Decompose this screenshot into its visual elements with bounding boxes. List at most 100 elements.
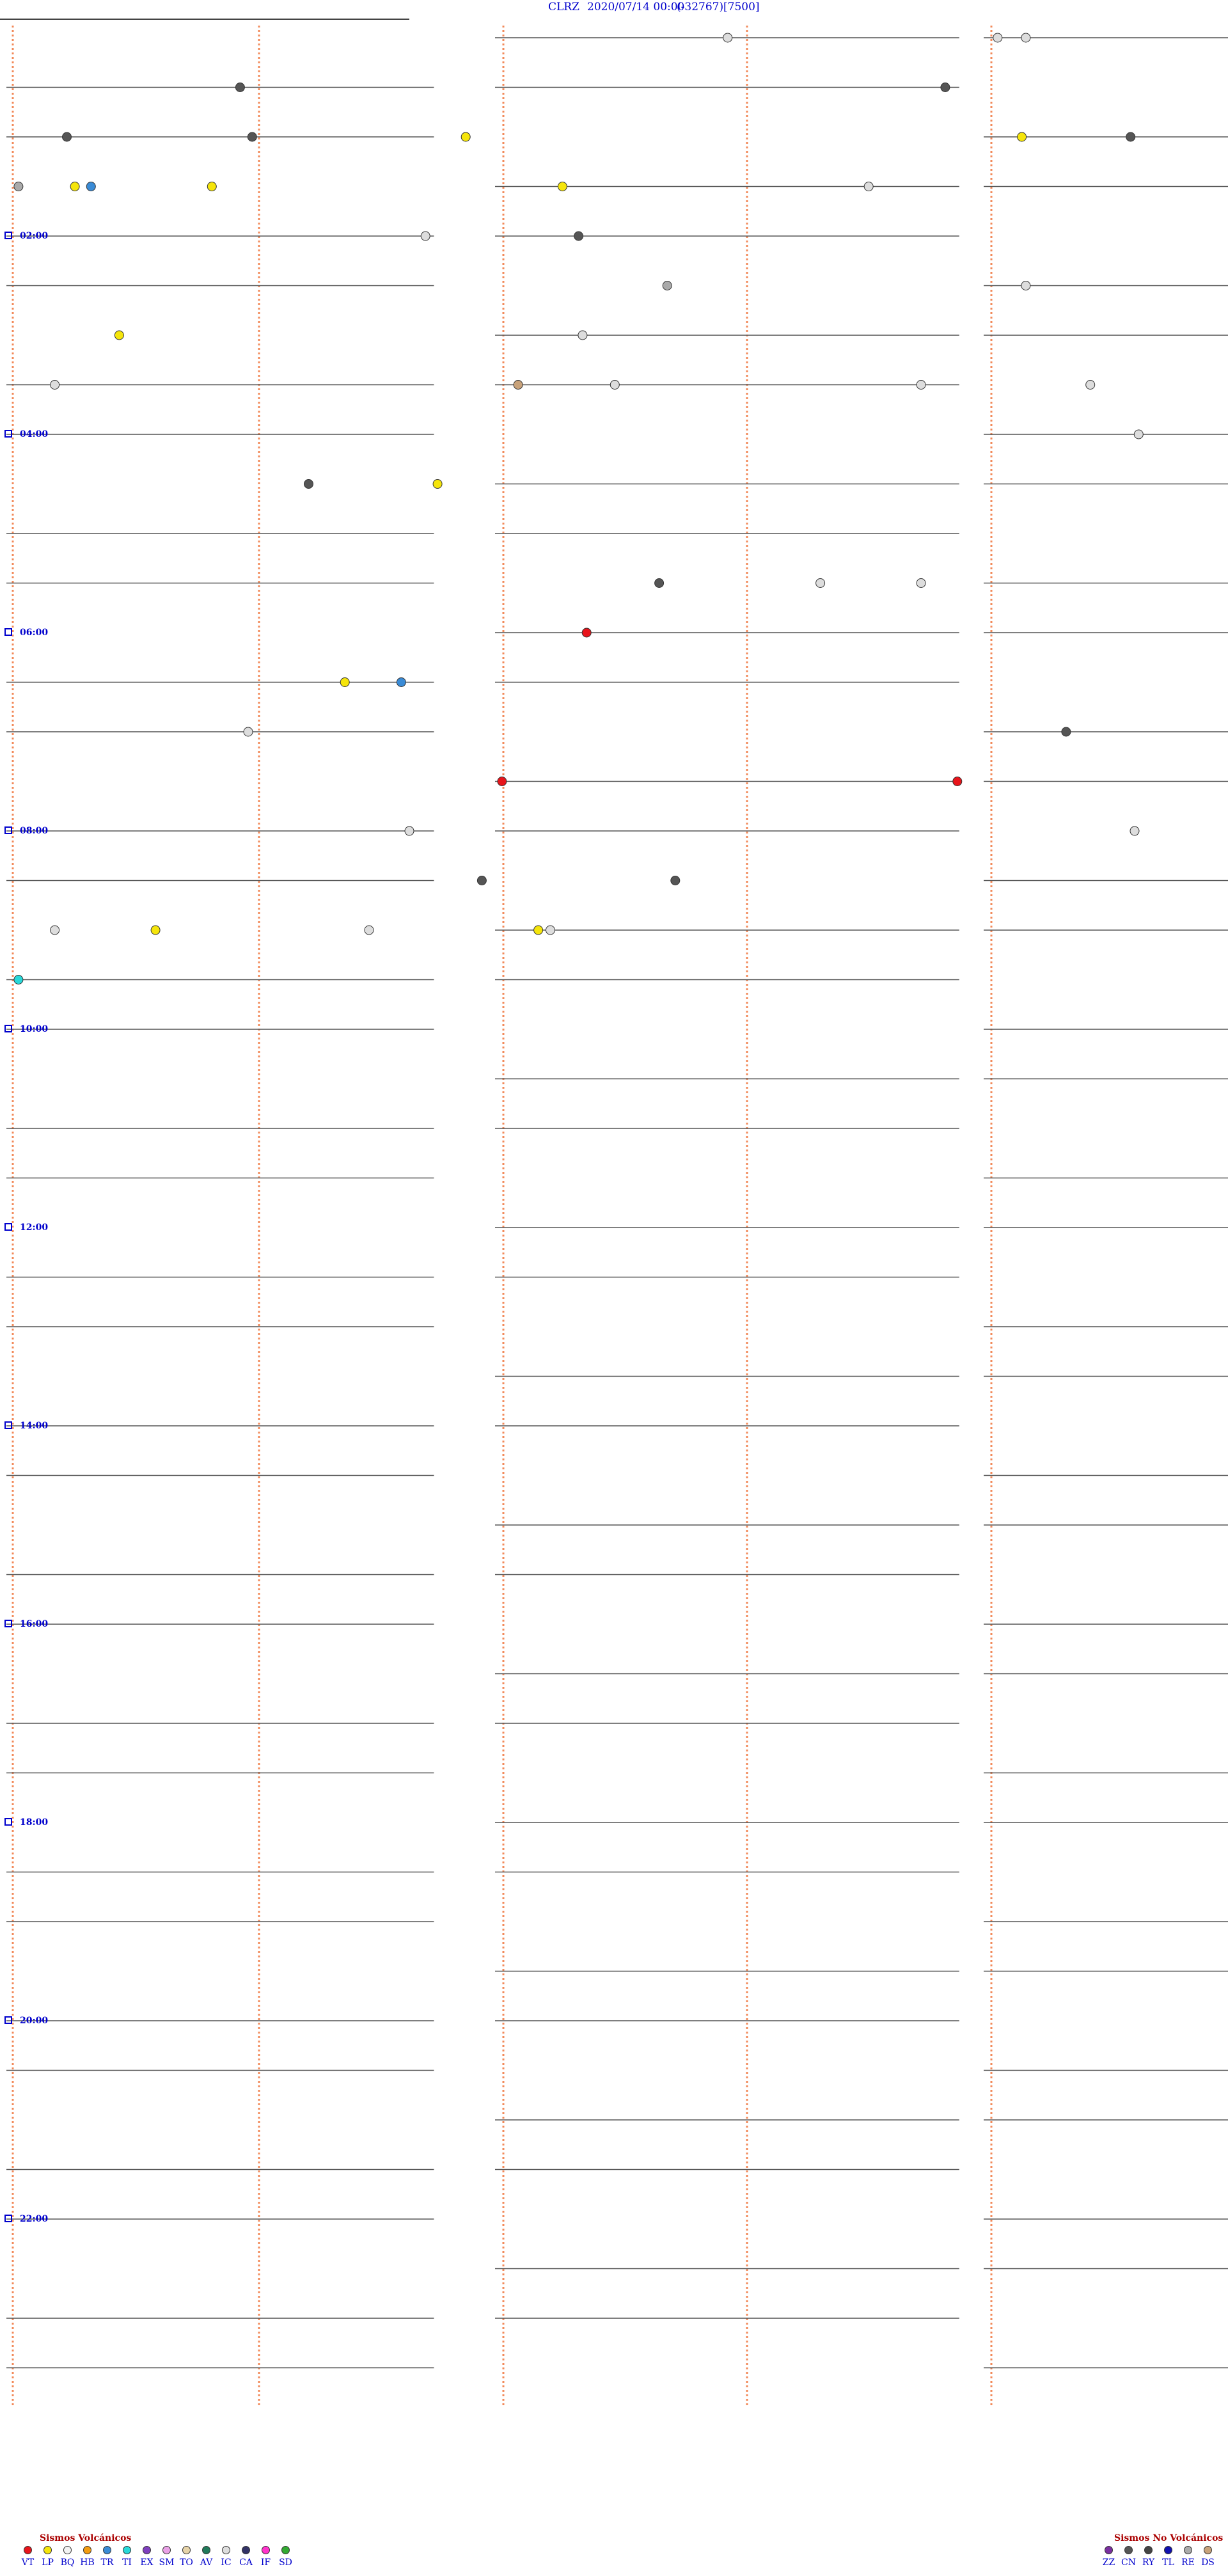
legend-dot: [1184, 2546, 1192, 2554]
legend-item-tr: TR: [97, 2546, 117, 2569]
event-ic: [50, 380, 60, 390]
event-lp: [533, 925, 544, 935]
event-ti: [13, 975, 24, 984]
legend-dot: [162, 2546, 171, 2554]
legend-item-vt: VT: [18, 2546, 38, 2569]
hour-bracket: [4, 2215, 12, 2222]
event-cn: [1061, 727, 1071, 737]
event-ic: [50, 925, 60, 935]
legend-code: TR: [100, 2557, 114, 2568]
hour-bracket: [4, 1223, 12, 1231]
legend-item-sd: SD: [276, 2546, 295, 2569]
legend-code: HB: [80, 2557, 95, 2568]
legend-item-ds: DS: [1198, 2546, 1218, 2569]
legend-dot: [1124, 2546, 1133, 2554]
legend-item-ti: TI: [117, 2546, 137, 2569]
event-ic: [1130, 826, 1140, 836]
hour-bracket: [4, 2016, 12, 2024]
legend-code: BQ: [60, 2557, 75, 2568]
legend-dot: [1105, 2546, 1113, 2554]
event-vt: [497, 777, 507, 786]
event-ic: [916, 380, 926, 390]
event-lp: [70, 182, 80, 191]
legend-item-re: RE: [1178, 2546, 1198, 2569]
event-ic: [993, 33, 1003, 43]
event-ic: [578, 330, 588, 340]
legend-dot: [222, 2546, 230, 2554]
event-cn: [304, 479, 313, 489]
event-ic: [916, 578, 926, 588]
time-label: 16:00: [20, 1619, 48, 1629]
event-vt: [581, 628, 592, 638]
time-label: 22:00: [20, 2214, 48, 2224]
legend-nonvolcanic: ZZ CN RY TL RE DS: [1099, 2546, 1218, 2569]
hour-bracket: [4, 1421, 12, 1429]
hour-bracket: [4, 1620, 12, 1627]
legend-item-ex: EX: [137, 2546, 157, 2569]
header-datetime: 2020/07/14 00:00: [587, 1, 685, 13]
event-ds: [513, 380, 523, 390]
header-scale: [7500]: [723, 1, 760, 13]
event-ic: [404, 826, 414, 836]
event-re: [662, 281, 672, 290]
minute-markers: [12, 26, 993, 2405]
legend-dot: [281, 2546, 290, 2554]
event-ic: [723, 33, 733, 43]
event-lp: [557, 182, 567, 191]
legend-code: CA: [239, 2557, 253, 2568]
time-label: 14:00: [20, 1421, 48, 1431]
legend-dot: [262, 2546, 270, 2554]
legend-dot: [143, 2546, 151, 2554]
event-ic: [1085, 380, 1096, 390]
hour-bracket: [4, 232, 12, 239]
event-ic: [1133, 429, 1144, 439]
legend-dot: [103, 2546, 111, 2554]
legend-code: AV: [200, 2557, 213, 2568]
legend-item-to: TO: [177, 2546, 196, 2569]
event-lp: [340, 677, 350, 687]
hour-bracket: [4, 628, 12, 636]
legend-code: IF: [260, 2557, 271, 2568]
legend-dot: [182, 2546, 191, 2554]
time-label: 12:00: [20, 1222, 48, 1233]
event-ic: [1021, 33, 1031, 43]
legend-item-if: IF: [256, 2546, 276, 2569]
legend-code: SM: [159, 2557, 175, 2568]
time-label: 08:00: [20, 826, 48, 836]
legend-item-cn: CN: [1119, 2546, 1138, 2569]
legend-item-zz: ZZ: [1099, 2546, 1119, 2569]
legend-item-av: AV: [196, 2546, 216, 2569]
station-code: CLRZ: [548, 1, 579, 13]
legend-item-ca: CA: [236, 2546, 256, 2569]
time-label: 10:00: [20, 1024, 48, 1034]
legend-nonvolcanic-title: Sismos No Volcánicos: [1114, 2533, 1224, 2543]
legend-code: ZZ: [1102, 2557, 1115, 2568]
event-ic: [364, 925, 374, 935]
legend-dot: [1144, 2546, 1153, 2554]
event-tr: [86, 182, 96, 191]
legend-dot: [1204, 2546, 1212, 2554]
legend-dot: [24, 2546, 32, 2554]
legend-code: RY: [1142, 2557, 1155, 2568]
event-cn: [940, 83, 950, 92]
event-lp: [1017, 132, 1027, 142]
event-ic: [610, 380, 620, 390]
event-cn: [62, 132, 72, 142]
legend-item-bq: BQ: [58, 2546, 77, 2569]
event-lp: [460, 132, 471, 142]
legend-item-sm: SM: [157, 2546, 177, 2569]
event-cn: [235, 83, 245, 92]
time-label: 02:00: [20, 231, 48, 241]
legend-dot: [63, 2546, 72, 2554]
legend-item-ry: RY: [1138, 2546, 1158, 2569]
legend-code: EX: [140, 2557, 154, 2568]
legend-item-ic: IC: [216, 2546, 236, 2569]
legend-code: VT: [21, 2557, 35, 2568]
hour-bracket: [4, 430, 12, 438]
time-label: 18:00: [20, 1817, 48, 1828]
event-ic: [420, 231, 430, 241]
event-vt: [952, 777, 963, 786]
hour-bracket: [4, 826, 12, 834]
legend-code: SD: [279, 2557, 292, 2568]
